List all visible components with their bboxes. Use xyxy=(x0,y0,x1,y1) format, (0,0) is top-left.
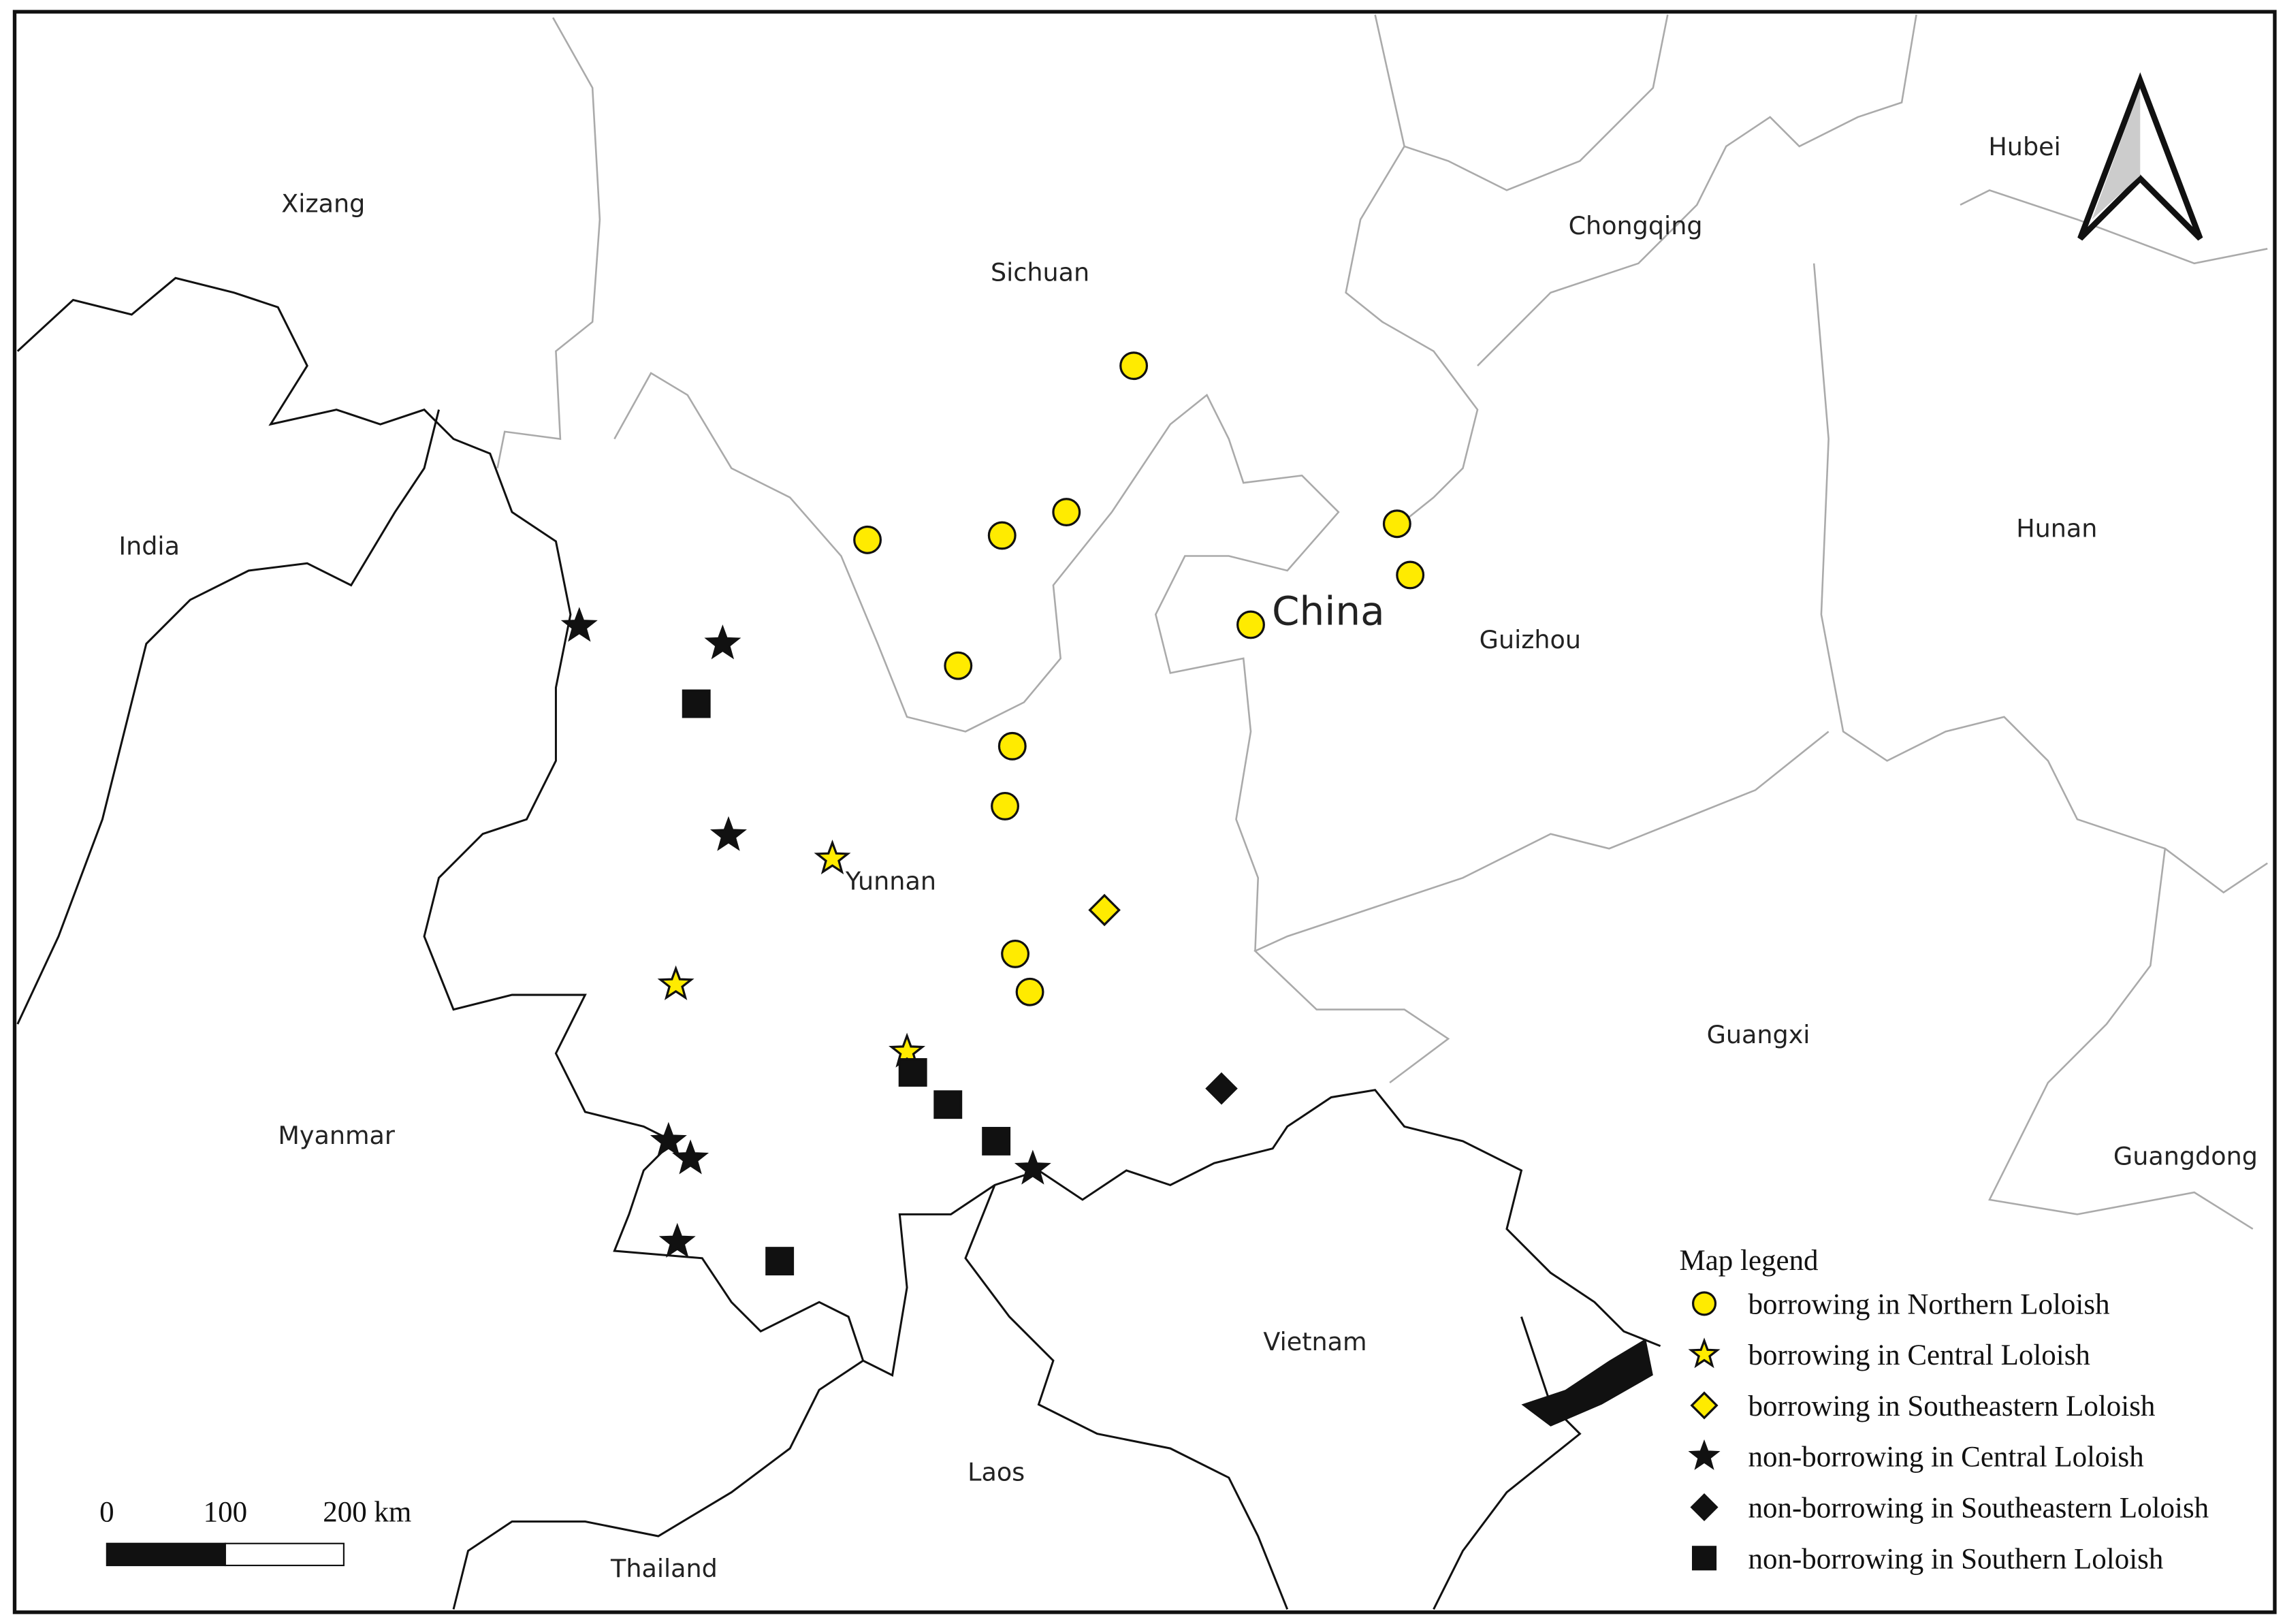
coastline-islands xyxy=(1521,1338,1653,1427)
province-border xyxy=(1477,14,1917,367)
scale-label: 200 km xyxy=(323,1497,411,1529)
region-label: Thailand xyxy=(610,1554,718,1583)
site-square xyxy=(933,1090,963,1119)
region-label: Hubei xyxy=(1988,132,2060,161)
site-star xyxy=(657,965,694,1000)
legend-label: borrowing in Northern Loloish xyxy=(1748,1288,2109,1320)
region-label: Guizhou xyxy=(1480,625,1581,654)
scale-label: 100 xyxy=(204,1497,247,1529)
legend-label: non-borrowing in Southeastern Loloish xyxy=(1748,1493,2209,1525)
legend-label: non-borrowing in Central Loloish xyxy=(1748,1442,2143,1474)
site-star xyxy=(650,1121,687,1157)
frame xyxy=(12,10,2277,1614)
site-circle xyxy=(1119,351,1149,381)
region-label: China xyxy=(1272,588,1385,634)
region-label: Hunan xyxy=(2016,514,2097,543)
site-star xyxy=(1688,1439,1721,1470)
site-square xyxy=(1691,1546,1717,1571)
national-border xyxy=(16,276,1661,1377)
province-border xyxy=(1988,848,2254,1230)
legend-label: borrowing in Central Loloish xyxy=(1748,1339,2090,1371)
scale-bar xyxy=(224,1542,345,1567)
province-border xyxy=(1253,731,1829,1084)
scale-bar xyxy=(106,1542,226,1567)
site-star xyxy=(672,1139,709,1175)
scale-label: 0 xyxy=(99,1497,114,1529)
province-border xyxy=(1345,14,1479,528)
site-star xyxy=(814,839,851,875)
site-diamond xyxy=(1088,893,1121,927)
site-star xyxy=(704,624,741,660)
national-border xyxy=(452,1359,864,1610)
site-diamond xyxy=(1690,1493,1719,1522)
region-label: Yunnan xyxy=(845,866,936,895)
site-circle xyxy=(997,731,1027,761)
province-border xyxy=(1960,189,2268,265)
region-label: Chongqing xyxy=(1569,211,1703,240)
site-square xyxy=(982,1126,1011,1156)
region-label: Sichuan xyxy=(991,258,1089,287)
site-star xyxy=(658,1222,696,1258)
national-border xyxy=(16,409,441,1025)
site-circle xyxy=(1236,610,1265,639)
region-label: Laos xyxy=(968,1457,1025,1486)
site-diamond xyxy=(1205,1072,1238,1105)
site-star xyxy=(1014,1149,1051,1185)
national-border xyxy=(1433,1316,1582,1610)
region-label: Xizang xyxy=(281,189,365,219)
region-label: Vietnam xyxy=(1263,1327,1367,1356)
site-star xyxy=(1688,1337,1721,1369)
province-border xyxy=(613,372,1340,951)
national-border xyxy=(964,1184,1289,1610)
province-border xyxy=(496,17,601,468)
site-circle xyxy=(1052,498,1081,527)
region-label: India xyxy=(118,531,180,560)
province-border xyxy=(1404,14,1669,191)
site-star xyxy=(709,816,747,851)
site-square xyxy=(898,1057,927,1087)
site-circle xyxy=(1691,1291,1717,1316)
site-circle xyxy=(1001,939,1030,968)
site-circle xyxy=(944,651,973,680)
region-label: Myanmar xyxy=(278,1121,396,1150)
site-star xyxy=(560,607,598,642)
site-circle xyxy=(991,791,1019,821)
site-circle xyxy=(1382,509,1411,539)
region-label: Guangxi xyxy=(1707,1020,1810,1049)
province-border xyxy=(1812,263,2268,894)
region-label: Guangdong xyxy=(2113,1141,2258,1171)
legend: borrowing in Northern Loloish borrowing i… xyxy=(1688,1288,2209,1575)
site-square xyxy=(765,1247,795,1276)
site-circle xyxy=(853,525,882,554)
site-circle xyxy=(1396,560,1425,590)
site-square xyxy=(682,689,711,718)
legend-label: borrowing in Southeastern Loloish xyxy=(1748,1390,2155,1422)
sites xyxy=(560,351,1425,1276)
legend-title: Map legend xyxy=(1680,1245,1819,1277)
north-arrow xyxy=(2077,72,2203,241)
site-circle xyxy=(987,521,1017,550)
site-circle xyxy=(1015,977,1044,1006)
legend-label: non-borrowing in Southern Loloish xyxy=(1748,1543,2163,1575)
site-diamond xyxy=(1690,1391,1719,1420)
